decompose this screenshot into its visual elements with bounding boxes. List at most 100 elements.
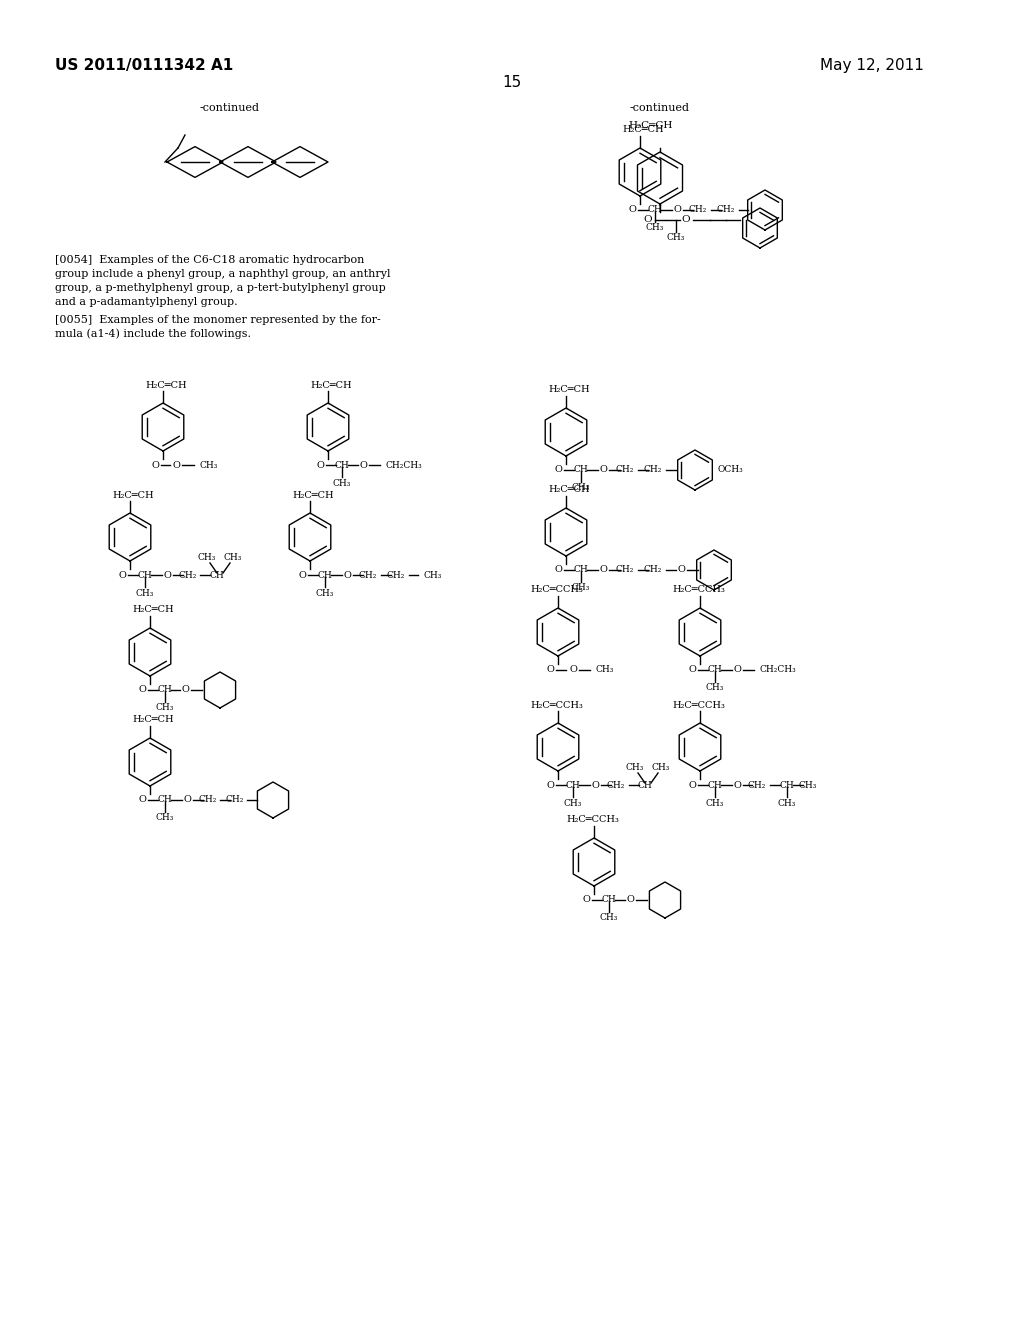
Text: CH₂: CH₂ xyxy=(387,570,406,579)
Text: O: O xyxy=(688,665,696,675)
Text: mula (a1-4) include the followings.: mula (a1-4) include the followings. xyxy=(55,329,251,339)
Text: -continued: -continued xyxy=(200,103,260,114)
Text: CH₂: CH₂ xyxy=(717,206,735,214)
Text: CH₂: CH₂ xyxy=(689,206,708,214)
Text: CH₂: CH₂ xyxy=(226,796,244,804)
Text: CH₃: CH₃ xyxy=(423,570,441,579)
Text: O: O xyxy=(546,665,554,675)
Text: CH₃: CH₃ xyxy=(224,553,243,562)
Text: O: O xyxy=(343,570,351,579)
Text: H₂C═CH: H₂C═CH xyxy=(132,606,174,615)
Text: CH₂: CH₂ xyxy=(644,466,663,474)
Text: H₂C═CCH₃: H₂C═CCH₃ xyxy=(530,701,583,710)
Text: O: O xyxy=(554,466,562,474)
Text: H₂C═CH: H₂C═CH xyxy=(292,491,334,499)
Text: H₂C═CH: H₂C═CH xyxy=(112,491,154,499)
Text: O: O xyxy=(599,565,607,574)
Text: H₂C═CH: H₂C═CH xyxy=(548,486,590,495)
Text: H₂C═CCH₃: H₂C═CCH₃ xyxy=(672,701,725,710)
Text: O: O xyxy=(569,665,577,675)
Text: CH₃: CH₃ xyxy=(600,913,618,923)
Text: [0054]  Examples of the C6-C18 aromatic hydrocarbon: [0054] Examples of the C6-C18 aromatic h… xyxy=(55,255,365,265)
Text: CH₃: CH₃ xyxy=(564,799,583,808)
Text: H₂C═CCH₃: H₂C═CCH₃ xyxy=(566,816,618,825)
Text: H₂C═CCH₃: H₂C═CCH₃ xyxy=(672,586,725,594)
Text: CH: CH xyxy=(573,466,589,474)
Text: 15: 15 xyxy=(503,75,521,90)
Text: CH₂CH₃: CH₂CH₃ xyxy=(385,461,422,470)
Text: O: O xyxy=(172,461,180,470)
Text: CH₂: CH₂ xyxy=(607,780,626,789)
Text: H₂C═CH: H₂C═CH xyxy=(132,715,174,725)
Text: CH₃: CH₃ xyxy=(799,780,817,789)
Text: CH₂: CH₂ xyxy=(199,796,217,804)
Text: [0055]  Examples of the monomer represented by the for-: [0055] Examples of the monomer represent… xyxy=(55,315,381,325)
Text: CH₃: CH₃ xyxy=(706,684,724,693)
Text: CH₃: CH₃ xyxy=(333,479,351,487)
Text: May 12, 2011: May 12, 2011 xyxy=(820,58,924,73)
Text: O: O xyxy=(181,685,189,694)
Text: CH₃: CH₃ xyxy=(596,665,614,675)
Text: CH₃: CH₃ xyxy=(646,223,665,232)
Text: CH: CH xyxy=(638,780,652,789)
Text: O: O xyxy=(733,665,741,675)
Text: CH₃: CH₃ xyxy=(778,799,797,808)
Text: CH₂: CH₂ xyxy=(358,570,377,579)
Text: CH₃: CH₃ xyxy=(198,553,216,562)
Text: group include a phenyl group, a naphthyl group, an anthryl: group include a phenyl group, a naphthyl… xyxy=(55,269,390,279)
Text: CH₃: CH₃ xyxy=(706,799,724,808)
Text: O: O xyxy=(682,215,690,224)
Text: CH₃: CH₃ xyxy=(652,763,670,772)
Text: O: O xyxy=(554,565,562,574)
Text: O: O xyxy=(359,461,367,470)
Text: CH₃: CH₃ xyxy=(571,583,590,593)
Text: CH: CH xyxy=(573,565,589,574)
Text: O: O xyxy=(138,796,146,804)
Text: O: O xyxy=(316,461,324,470)
Text: OCH₃: OCH₃ xyxy=(718,466,743,474)
Text: group, a p-methylphenyl group, a p-tert-butylphenyl group: group, a p-methylphenyl group, a p-tert-… xyxy=(55,282,386,293)
Text: CH: CH xyxy=(647,206,663,214)
Text: CH₃: CH₃ xyxy=(571,483,590,492)
Text: H₂C═CCH₃: H₂C═CCH₃ xyxy=(530,586,583,594)
Text: CH₂: CH₂ xyxy=(179,570,198,579)
Text: O: O xyxy=(118,570,126,579)
Text: CH₃: CH₃ xyxy=(200,461,218,470)
Text: O: O xyxy=(183,796,190,804)
Text: O: O xyxy=(163,570,171,579)
Text: CH₃: CH₃ xyxy=(156,813,174,822)
Text: US 2011/0111342 A1: US 2011/0111342 A1 xyxy=(55,58,233,73)
Text: O: O xyxy=(582,895,590,904)
Text: CH: CH xyxy=(779,780,795,789)
Text: H₂C═CH: H₂C═CH xyxy=(628,120,673,129)
Text: CH₃: CH₃ xyxy=(667,234,685,243)
Text: CH: CH xyxy=(158,796,172,804)
Text: H₂C═CH: H₂C═CH xyxy=(310,380,351,389)
Text: O: O xyxy=(138,685,146,694)
Text: -continued: -continued xyxy=(630,103,690,114)
Text: CH: CH xyxy=(565,780,581,789)
Text: CH: CH xyxy=(317,570,333,579)
Text: CH₃: CH₃ xyxy=(156,704,174,713)
Text: O: O xyxy=(733,780,741,789)
Text: O: O xyxy=(677,565,685,574)
Text: CH: CH xyxy=(708,780,722,789)
Text: CH: CH xyxy=(158,685,172,694)
Text: H₂C═CH: H₂C═CH xyxy=(622,125,664,135)
Text: O: O xyxy=(152,461,159,470)
Text: CH₂: CH₂ xyxy=(644,565,663,574)
Text: CH₂: CH₂ xyxy=(748,780,766,789)
Text: CH: CH xyxy=(602,895,616,904)
Text: CH₃: CH₃ xyxy=(315,589,334,598)
Text: O: O xyxy=(626,895,634,904)
Text: O: O xyxy=(599,466,607,474)
Text: CH: CH xyxy=(708,665,722,675)
Text: CH₂: CH₂ xyxy=(615,466,634,474)
Text: O: O xyxy=(591,780,599,789)
Text: O: O xyxy=(628,206,636,214)
Text: O: O xyxy=(298,570,306,579)
Text: O: O xyxy=(644,215,652,224)
Text: O: O xyxy=(673,206,681,214)
Text: O: O xyxy=(688,780,696,789)
Text: O: O xyxy=(546,780,554,789)
